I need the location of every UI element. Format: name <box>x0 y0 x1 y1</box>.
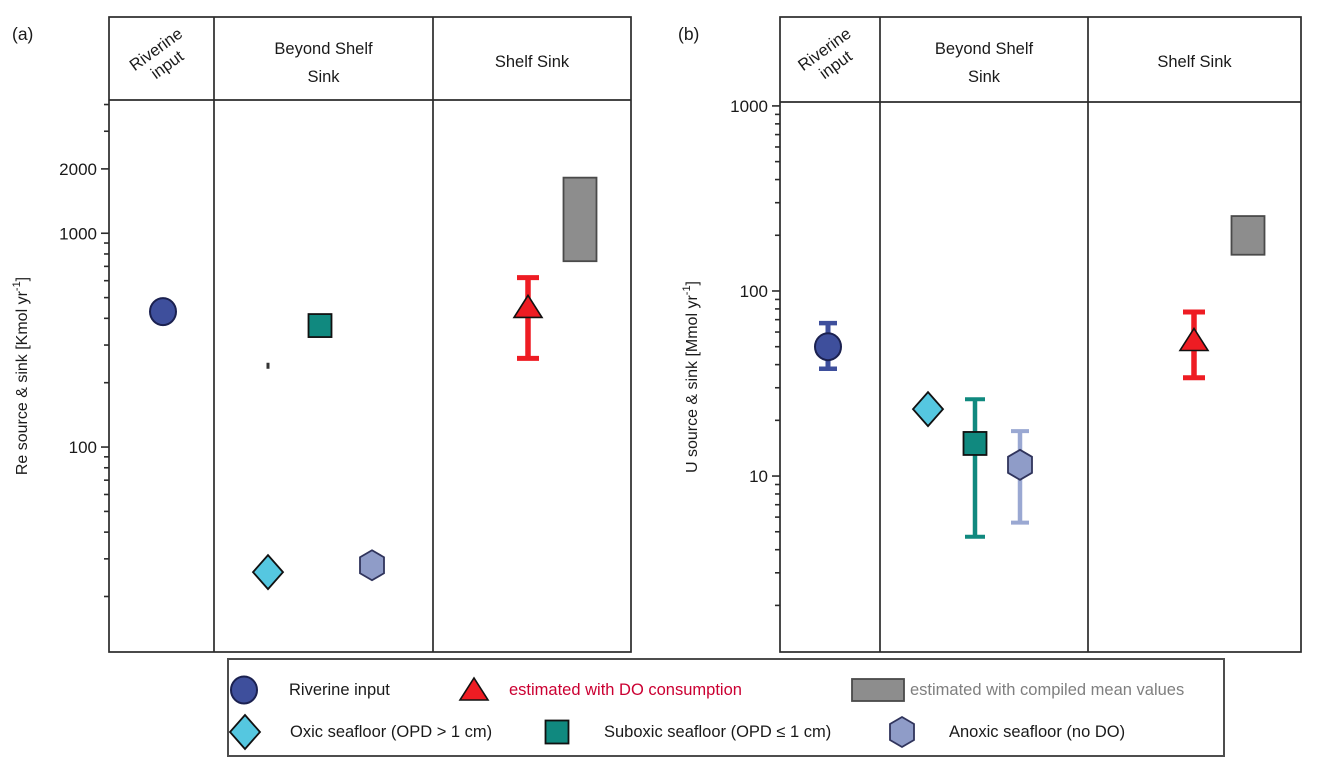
legend-swatch-shape <box>889 715 915 749</box>
y-tick-label: 1000 <box>730 97 768 116</box>
marker-diamond <box>911 390 945 428</box>
marker-hexagon <box>359 549 385 582</box>
legend-swatch-shape <box>458 676 490 701</box>
legend-swatch-diamond <box>228 713 262 751</box>
column-header-riverine-input: Riverineinput <box>126 25 197 91</box>
legend-swatch-range-rect <box>851 678 905 702</box>
column-header-riverine-input: Riverineinput <box>795 25 866 91</box>
marker-circle <box>814 332 842 362</box>
range-box-compiled-mean <box>562 176 598 263</box>
legend-swatch-triangle <box>458 676 490 701</box>
legend-label: Oxic seafloor (OPD > 1 cm) <box>290 723 493 741</box>
column-header: Shelf Sink <box>1157 53 1232 71</box>
column-header: Shelf Sink <box>495 53 570 71</box>
legend-label: estimated with compiled mean values <box>910 681 1185 699</box>
marker-triangle <box>1178 327 1210 352</box>
legend-label: Suboxic seafloor (OPD ≤ 1 cm) <box>604 723 832 741</box>
panel-frame <box>779 16 1302 653</box>
y-axis-label: U source & sink [Mmol yr-1] <box>681 281 701 473</box>
marker-circle <box>149 297 177 327</box>
y-tick-label: 1000 <box>59 224 97 243</box>
marker-square <box>962 431 988 456</box>
panel-frame <box>108 16 632 653</box>
marker-triangle <box>512 293 544 319</box>
legend-swatch-shape <box>544 719 570 745</box>
legend-swatch-shape <box>228 713 262 751</box>
panel-b: Riverineinput Beyond Shelf Sink Shelf Sink 1… <box>681 16 1302 653</box>
legend-swatch-square <box>544 719 570 745</box>
y-tick-label: 100 <box>740 282 768 301</box>
y-tick-label: 10 <box>749 467 768 486</box>
panel-a: Riverineinput Beyond Shelf Sink Shelf Sink 1… <box>11 16 632 653</box>
legend-label: Anoxic seafloor (no DO) <box>949 723 1126 741</box>
y-axis-label: Re source & sink [Kmol yr-1] <box>11 277 31 475</box>
legend-label: estimated with DO consumption <box>509 681 742 699</box>
panel-b-label: (b) <box>678 24 700 44</box>
legend-swatch-circle <box>230 675 258 705</box>
marker-diamond <box>251 553 285 591</box>
y-tick-label: 100 <box>69 438 97 457</box>
marker-hexagon <box>1007 448 1033 481</box>
stray-mark <box>266 362 270 369</box>
legend-swatch-shape <box>851 678 905 702</box>
column-header: Beyond Shelf Sink <box>935 40 1034 86</box>
y-tick-label: 2000 <box>59 160 97 179</box>
range-box-compiled-mean <box>1230 215 1266 256</box>
legend-swatch-hexagon <box>889 715 915 749</box>
legend-label: Riverine input <box>289 681 390 699</box>
legend-box: Riverine input estimated with DO consumpt… <box>227 658 1225 757</box>
marker-square <box>307 313 333 338</box>
legend-swatch-shape <box>230 675 258 705</box>
panel-a-label: (a) <box>12 24 34 44</box>
column-header: Beyond Shelf Sink <box>274 40 373 86</box>
